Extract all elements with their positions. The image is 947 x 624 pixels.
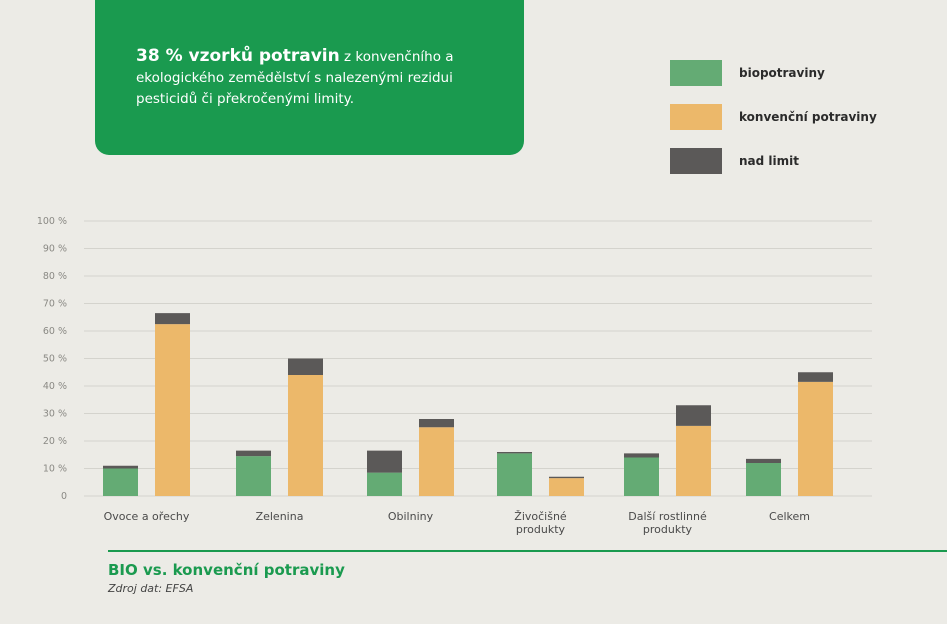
legend-label-over-limit: nad limit [739,154,799,168]
bar-over-limit [676,405,711,426]
y-tick-label: 20 % [43,436,67,447]
data-source: Zdroj dat: EFSA [108,582,194,595]
legend-swatch-over-limit [670,148,722,174]
x-category-label: produkty [643,523,693,536]
bar-over-limit [624,453,659,458]
x-category-label: Celkem [769,510,810,523]
x-category-label: Ovoce a ořechy [104,510,190,523]
bar-over-limit [497,452,532,454]
bar-bio [497,453,532,496]
y-tick-label: 10 % [43,464,67,475]
bar-over-limit [549,476,584,479]
bar-over-limit [367,450,402,473]
bar-conventional [676,425,711,496]
x-category-label: Další rostlinné [628,510,707,523]
bar-chart: 0 10 % 20 % 30 % 40 % 50 % 60 % 70 % 80 % 90 % 100… [37,216,872,536]
y-tick-label: 80 % [43,271,67,282]
y-tick-label: 40 % [43,381,67,392]
legend-label-bio: biopotraviny [739,66,825,80]
bar-over-limit [798,372,833,382]
bar-conventional [155,324,190,496]
y-tick-label: 50 % [43,354,67,365]
x-category-label: Živočišné [514,510,567,523]
y-tick-label: 60 % [43,326,67,337]
footer-divider [108,550,947,552]
bar-bio [746,463,781,496]
legend-item-conventional: konvenční potraviny [670,104,930,130]
y-tick-label: 70 % [43,299,67,310]
bar-bio [367,472,402,496]
header-highlight: 38 % vzorků potravin [136,46,340,66]
y-tick-label: 100 % [37,216,67,227]
bar-conventional [798,381,833,496]
bar-conventional [419,427,454,496]
bar-conventional [549,478,584,496]
legend-item-over-limit: nad limit [670,148,930,174]
legend-item-bio: biopotraviny [670,60,930,86]
x-category-label: Zelenina [256,510,304,523]
bar-bio [103,468,138,496]
bar-over-limit [236,450,271,457]
header-description: z konvenčního a ekologického zemědělství… [136,49,454,107]
header-text: 38 % vzorků potravin z konvenčního a eko… [136,46,506,110]
bar-over-limit [746,458,781,463]
bar-over-limit [288,358,323,375]
x-category-label: Obilniny [388,510,434,523]
bar-over-limit [419,419,454,428]
bar-bio [236,456,271,496]
legend-label-conventional: konvenční potraviny [739,110,877,124]
bar-over-limit [103,465,138,469]
bar-bio [624,457,659,496]
legend-swatch-bio [670,60,722,86]
x-category-label: produkty [516,523,566,536]
y-tick-label: 30 % [43,409,67,420]
y-tick-label: 90 % [43,244,67,255]
chart-title: BIO vs. konvenční potraviny [108,561,345,579]
y-tick-label: 0 [61,491,67,502]
bar-over-limit [155,313,190,325]
bar-conventional [288,375,323,496]
header-box [95,0,524,155]
legend-swatch-conventional [670,104,722,130]
